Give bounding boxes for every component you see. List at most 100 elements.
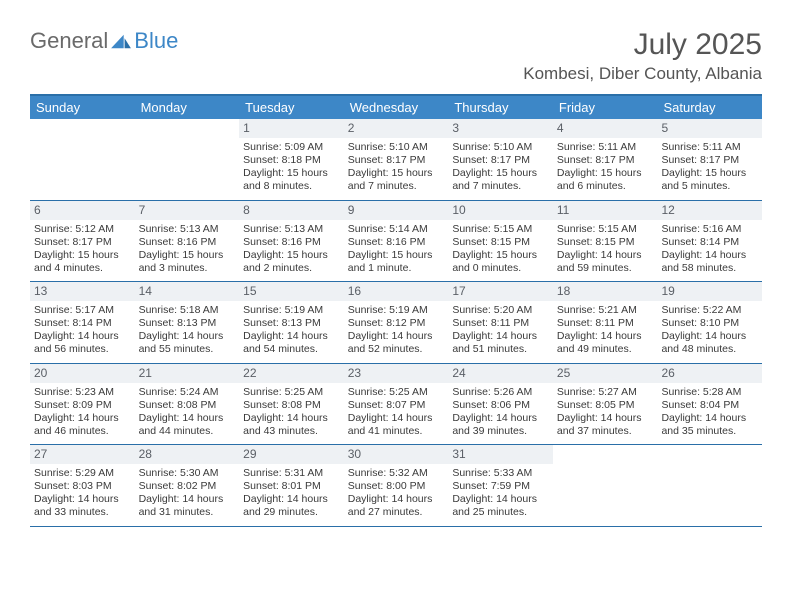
brand-part2: Blue — [134, 28, 178, 54]
day-details: Sunrise: 5:10 AMSunset: 8:17 PMDaylight:… — [452, 141, 549, 194]
weekday-header: Saturday — [657, 96, 762, 119]
calendar-cell: 19 Sunrise: 5:22 AMSunset: 8:10 PMDayligh… — [657, 282, 762, 363]
header: General Blue July 2025 Kombesi, Diber Co… — [30, 28, 762, 84]
date-number: 4 — [553, 119, 658, 138]
calendar-cell: 16Sunrise: 5:19 AMSunset: 8:12 PMDayligh… — [344, 282, 449, 363]
calendar-week-row: 1 Sunrise: 5:09 AMSunset: 8:18 PMDaylight… — [30, 119, 762, 201]
date-number: 11 — [553, 201, 658, 220]
calendar-cell: 1 Sunrise: 5:09 AMSunset: 8:18 PMDaylight… — [239, 119, 344, 200]
day-details: Sunrise: 5:15 AMSunset: 8:15 PMDaylight:… — [557, 223, 654, 276]
calendar-week-row: 27 Sunrise: 5:29 AMSunset: 8:03 PMDayligh… — [30, 445, 762, 527]
date-number: 19 — [657, 282, 762, 301]
calendar-cell: 21 Sunrise: 5:24 AMSunset: 8:08 PMDayligh… — [135, 364, 240, 445]
date-number: 2 — [344, 119, 449, 138]
calendar-cell: 27 Sunrise: 5:29 AMSunset: 8:03 PMDayligh… — [30, 445, 135, 526]
calendar-cell: 8Sunrise: 5:13 AMSunset: 8:16 PMDaylight… — [239, 201, 344, 282]
calendar-cell: 11 Sunrise: 5:15 AMSunset: 8:15 PMDayligh… — [553, 201, 658, 282]
weekday-header-row: SundayMondayTuesdayWednesdayThursdayFrid… — [30, 96, 762, 119]
calendar-cell: 23Sunrise: 5:25 AMSunset: 8:07 PMDayligh… — [344, 364, 449, 445]
brand-triangle-icon — [110, 32, 132, 50]
calendar-cell: 22 Sunrise: 5:25 AMSunset: 8:08 PMDayligh… — [239, 364, 344, 445]
date-number: 28 — [135, 445, 240, 464]
date-number: 22 — [239, 364, 344, 383]
brand-logo: General Blue — [30, 28, 178, 54]
date-number: 29 — [239, 445, 344, 464]
day-details: Sunrise: 5:25 AMSunset: 8:07 PMDaylight:… — [348, 386, 445, 439]
calendar-cell: 5 Sunrise: 5:11 AMSunset: 8:17 PMDaylight… — [657, 119, 762, 200]
calendar-cell-empty — [135, 119, 240, 200]
calendar-cell: 6Sunrise: 5:12 AMSunset: 8:17 PMDaylight… — [30, 201, 135, 282]
weekday-header: Friday — [553, 96, 658, 119]
date-number: 13 — [30, 282, 135, 301]
calendar-cell: 29 Sunrise: 5:31 AMSunset: 8:01 PMDayligh… — [239, 445, 344, 526]
day-details: Sunrise: 5:26 AMSunset: 8:06 PMDaylight:… — [452, 386, 549, 439]
day-details: Sunrise: 5:19 AMSunset: 8:13 PMDaylight:… — [243, 304, 340, 357]
calendar-cell: 2 Sunrise: 5:10 AMSunset: 8:17 PMDaylight… — [344, 119, 449, 200]
calendar-cell: 10 Sunrise: 5:15 AMSunset: 8:15 PMDayligh… — [448, 201, 553, 282]
day-details: Sunrise: 5:09 AMSunset: 8:18 PMDaylight:… — [243, 141, 340, 194]
calendar-cell: 3 Sunrise: 5:10 AMSunset: 8:17 PMDaylight… — [448, 119, 553, 200]
date-number: 3 — [448, 119, 553, 138]
calendar-cell: 9 Sunrise: 5:14 AMSunset: 8:16 PMDaylight… — [344, 201, 449, 282]
day-details: Sunrise: 5:11 AMSunset: 8:17 PMDaylight:… — [557, 141, 654, 194]
calendar-cell: 25Sunrise: 5:27 AMSunset: 8:05 PMDayligh… — [553, 364, 658, 445]
day-details: Sunrise: 5:11 AMSunset: 8:17 PMDaylight:… — [661, 141, 758, 194]
date-number: 25 — [553, 364, 658, 383]
brand-part1: General — [30, 28, 108, 54]
day-details: Sunrise: 5:29 AMSunset: 8:03 PMDaylight:… — [34, 467, 131, 520]
day-details: Sunrise: 5:15 AMSunset: 8:15 PMDaylight:… — [452, 223, 549, 276]
date-number: 9 — [344, 201, 449, 220]
day-details: Sunrise: 5:10 AMSunset: 8:17 PMDaylight:… — [348, 141, 445, 194]
day-details: Sunrise: 5:18 AMSunset: 8:13 PMDaylight:… — [139, 304, 236, 357]
calendar-cell-empty — [30, 119, 135, 200]
date-number: 21 — [135, 364, 240, 383]
date-number: 30 — [344, 445, 449, 464]
day-details: Sunrise: 5:24 AMSunset: 8:08 PMDaylight:… — [139, 386, 236, 439]
calendar-cell: 24Sunrise: 5:26 AMSunset: 8:06 PMDayligh… — [448, 364, 553, 445]
day-details: Sunrise: 5:21 AMSunset: 8:11 PMDaylight:… — [557, 304, 654, 357]
date-number: 10 — [448, 201, 553, 220]
date-number: 31 — [448, 445, 553, 464]
date-number: 7 — [135, 201, 240, 220]
calendar-cell: 30Sunrise: 5:32 AMSunset: 8:00 PMDayligh… — [344, 445, 449, 526]
date-number: 12 — [657, 201, 762, 220]
date-number: 26 — [657, 364, 762, 383]
calendar-cell: 7 Sunrise: 5:13 AMSunset: 8:16 PMDaylight… — [135, 201, 240, 282]
weekday-header: Sunday — [30, 96, 135, 119]
date-number: 14 — [135, 282, 240, 301]
date-number: 15 — [239, 282, 344, 301]
day-details: Sunrise: 5:30 AMSunset: 8:02 PMDaylight:… — [139, 467, 236, 520]
day-details: Sunrise: 5:13 AMSunset: 8:16 PMDaylight:… — [139, 223, 236, 276]
calendar-cell-empty — [553, 445, 658, 526]
date-number: 1 — [239, 119, 344, 138]
calendar-cell: 13 Sunrise: 5:17 AMSunset: 8:14 PMDayligh… — [30, 282, 135, 363]
date-number: 27 — [30, 445, 135, 464]
day-details: Sunrise: 5:28 AMSunset: 8:04 PMDaylight:… — [661, 386, 758, 439]
calendar-cell: 15 Sunrise: 5:19 AMSunset: 8:13 PMDayligh… — [239, 282, 344, 363]
date-number: 20 — [30, 364, 135, 383]
calendar-week-row: 20Sunrise: 5:23 AMSunset: 8:09 PMDayligh… — [30, 364, 762, 446]
calendar-cell: 12 Sunrise: 5:16 AMSunset: 8:14 PMDayligh… — [657, 201, 762, 282]
day-details: Sunrise: 5:20 AMSunset: 8:11 PMDaylight:… — [452, 304, 549, 357]
calendar-week-row: 13 Sunrise: 5:17 AMSunset: 8:14 PMDayligh… — [30, 282, 762, 364]
day-details: Sunrise: 5:16 AMSunset: 8:14 PMDaylight:… — [661, 223, 758, 276]
location-label: Kombesi, Diber County, Albania — [523, 64, 762, 84]
day-details: Sunrise: 5:22 AMSunset: 8:10 PMDaylight:… — [661, 304, 758, 357]
calendar-cell: 4 Sunrise: 5:11 AMSunset: 8:17 PMDaylight… — [553, 119, 658, 200]
date-number: 5 — [657, 119, 762, 138]
day-details: Sunrise: 5:31 AMSunset: 8:01 PMDaylight:… — [243, 467, 340, 520]
calendar-cell: 26 Sunrise: 5:28 AMSunset: 8:04 PMDayligh… — [657, 364, 762, 445]
page-title: July 2025 — [523, 28, 762, 62]
calendar: SundayMondayTuesdayWednesdayThursdayFrid… — [30, 94, 762, 527]
weekday-header: Monday — [135, 96, 240, 119]
calendar-cell: 31Sunrise: 5:33 AMSunset: 7:59 PMDayligh… — [448, 445, 553, 526]
day-details: Sunrise: 5:25 AMSunset: 8:08 PMDaylight:… — [243, 386, 340, 439]
calendar-cell: 20Sunrise: 5:23 AMSunset: 8:09 PMDayligh… — [30, 364, 135, 445]
day-details: Sunrise: 5:17 AMSunset: 8:14 PMDaylight:… — [34, 304, 131, 357]
day-details: Sunrise: 5:12 AMSunset: 8:17 PMDaylight:… — [34, 223, 131, 276]
day-details: Sunrise: 5:19 AMSunset: 8:12 PMDaylight:… — [348, 304, 445, 357]
day-details: Sunrise: 5:14 AMSunset: 8:16 PMDaylight:… — [348, 223, 445, 276]
calendar-cell: 18 Sunrise: 5:21 AMSunset: 8:11 PMDayligh… — [553, 282, 658, 363]
date-number: 18 — [553, 282, 658, 301]
weekday-header: Wednesday — [344, 96, 449, 119]
